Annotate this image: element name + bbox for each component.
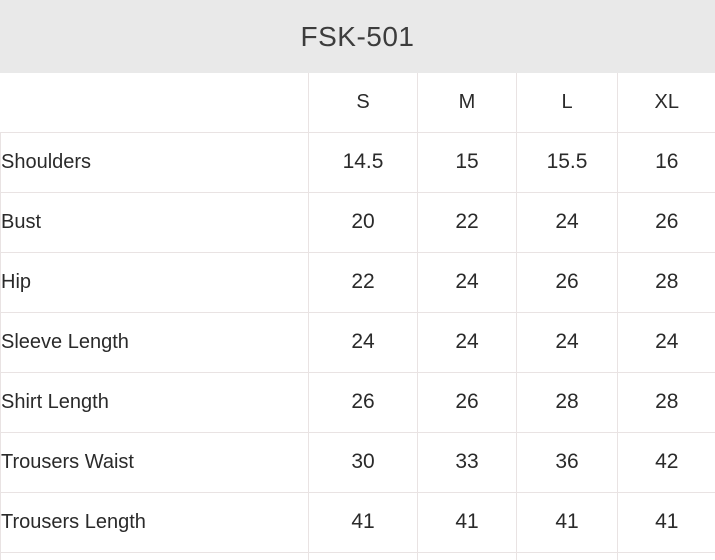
table-row-sleeve-length: Sleeve Length 24 24 24 24 [0,311,715,373]
value-cell: 24 [417,251,517,313]
value-cell: 28 [516,371,618,433]
value-cell: 16 [617,131,715,193]
value-cell: 26 [617,191,715,253]
size-header-row: S M L XL [0,73,715,133]
value-cell: 14.5 [308,131,418,193]
partial-cell [0,551,309,560]
size-header-xl: XL [617,73,715,133]
table-row-trousers-length: Trousers Length 41 41 41 41 [0,491,715,553]
row-label: Trousers Length [0,491,309,553]
value-cell: 41 [516,491,618,553]
value-cell: 28 [617,251,715,313]
value-cell: 41 [308,491,418,553]
value-cell: 42 [617,431,715,493]
value-cell: 24 [617,311,715,373]
partial-cell [308,551,418,560]
table-row-shoulders: Shoulders 14.5 15 15.5 16 [0,131,715,193]
value-cell: 26 [308,371,418,433]
row-label: Bust [0,191,309,253]
table-row-shirt-length: Shirt Length 26 26 28 28 [0,371,715,433]
row-label: Shoulders [0,131,309,193]
partial-cell [516,551,618,560]
value-cell: 24 [308,311,418,373]
size-header-m: M [417,73,517,133]
value-cell: 24 [417,311,517,373]
size-header-l: L [516,73,618,133]
value-cell: 22 [308,251,418,313]
value-cell: 20 [308,191,418,253]
value-cell: 22 [417,191,517,253]
value-cell: 30 [308,431,418,493]
row-label: Sleeve Length [0,311,309,373]
row-label: Trousers Waist [0,431,309,493]
value-cell: 26 [417,371,517,433]
size-chart-title-bar: FSK-501 [0,0,715,73]
value-cell: 15 [417,131,517,193]
value-cell: 41 [617,491,715,553]
value-cell: 36 [516,431,618,493]
partial-cell [617,551,715,560]
table-row-partial [0,551,715,560]
row-label: Shirt Length [0,371,309,433]
table-row-trousers-waist: Trousers Waist 30 33 36 42 [0,431,715,493]
value-cell: 26 [516,251,618,313]
size-chart-table: S M L XL Shoulders 14.5 15 15.5 16 Bust … [0,73,715,560]
value-cell: 15.5 [516,131,618,193]
row-label: Hip [0,251,309,313]
table-row-bust: Bust 20 22 24 26 [0,191,715,253]
table-row-hip: Hip 22 24 26 28 [0,251,715,313]
value-cell: 41 [417,491,517,553]
value-cell: 28 [617,371,715,433]
size-header-empty-cell [0,73,309,133]
value-cell: 33 [417,431,517,493]
size-header-s: S [308,73,418,133]
partial-cell [417,551,517,560]
value-cell: 24 [516,311,618,373]
value-cell: 24 [516,191,618,253]
size-chart-title: FSK-501 [300,20,415,52]
